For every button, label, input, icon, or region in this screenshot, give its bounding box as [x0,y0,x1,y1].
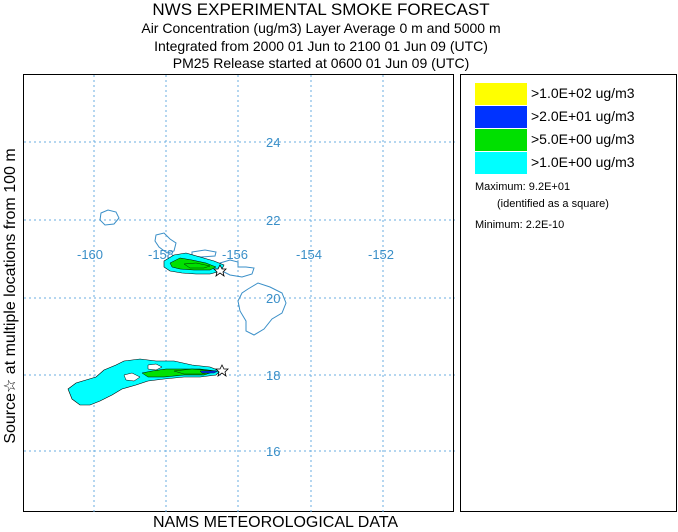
star-icon [213,264,229,377]
legend-label-1: >1.0E+02 ug/m3 [531,85,635,101]
legend-minimum: Minimum: 2.2E-10 [475,219,565,231]
lat-label-22: 22 [266,213,280,228]
concentration-subtitle: Air Concentration (ug/m3) Layer Average … [141,20,501,36]
lat-label-24: 24 [266,135,280,150]
source-locations-label: Source☆ at multiple locations from 100 m [2,148,19,444]
legend-swatch-blue [475,106,527,128]
lat-label-16: 16 [266,444,280,459]
map-panel: 24 22 20 18 16 -160 -158 -156 -154 -152 [23,74,455,513]
plume-hawaii-gap1 [123,372,141,382]
lat-label-20: 20 [266,291,280,306]
map-grid [24,75,455,513]
legend-label-4: >1.0E+00 ug/m3 [531,154,635,170]
source-star-maui [213,264,227,277]
lon-label-158: -158 [148,247,174,262]
lon-label-152: -152 [368,247,394,262]
legend-item-4: >1.0E+00 ug/m3 [475,152,675,174]
lon-label-160: -160 [77,247,103,262]
legend-maximum-note: (identified as a square) [497,198,609,210]
legend-swatch-green [475,129,527,151]
island-kauai [99,209,120,226]
plume-maui [163,252,225,275]
plume-maui-level3 [183,262,211,269]
legend-item-1: >1.0E+02 ug/m3 [475,83,675,105]
legend-label-3: >5.0E+00 ug/m3 [531,131,635,147]
lon-label-156: -156 [222,247,248,262]
source-star-hawaii [215,364,229,377]
side-label: Source☆ at multiple locations from 100 m [0,0,20,532]
release-info: PM25 Release started at 0600 01 Jun 09 (… [172,55,470,71]
legend-label-2: >2.0E+01 ug/m3 [531,108,635,124]
island-oahu [154,232,177,254]
map-canvas: 24 22 20 18 16 -160 -158 -156 -154 -152 [24,75,455,513]
legend-swatch-cyan [475,152,527,174]
legend-maximum: Maximum: 9.2E+01 [475,181,571,193]
legend-panel: >1.0E+02 ug/m3 >2.0E+01 ug/m3 >5.0E+00 u… [460,74,677,512]
lat-label-18: 18 [266,368,280,383]
legend-swatch-yellow [475,83,527,105]
plume-hawaii-gap2 [147,363,163,371]
lon-label-154: -154 [296,247,322,262]
forecast-title: NWS EXPERIMENTAL SMOKE FORECAST [152,0,490,19]
plume-hawaii [67,358,221,406]
island-hawaii [237,282,287,336]
legend-item-2: >2.0E+01 ug/m3 [475,106,675,128]
island-maui [219,259,255,278]
plume-hawaii-level1 [67,358,221,406]
meteorological-data-label: NAMS METEOROLOGICAL DATA [153,514,399,531]
plume-hawaii-level4 [199,370,219,374]
integration-period: Integrated from 2000 01 Jun to 2100 01 J… [154,38,488,54]
legend-item-3: >5.0E+00 ug/m3 [475,129,675,151]
